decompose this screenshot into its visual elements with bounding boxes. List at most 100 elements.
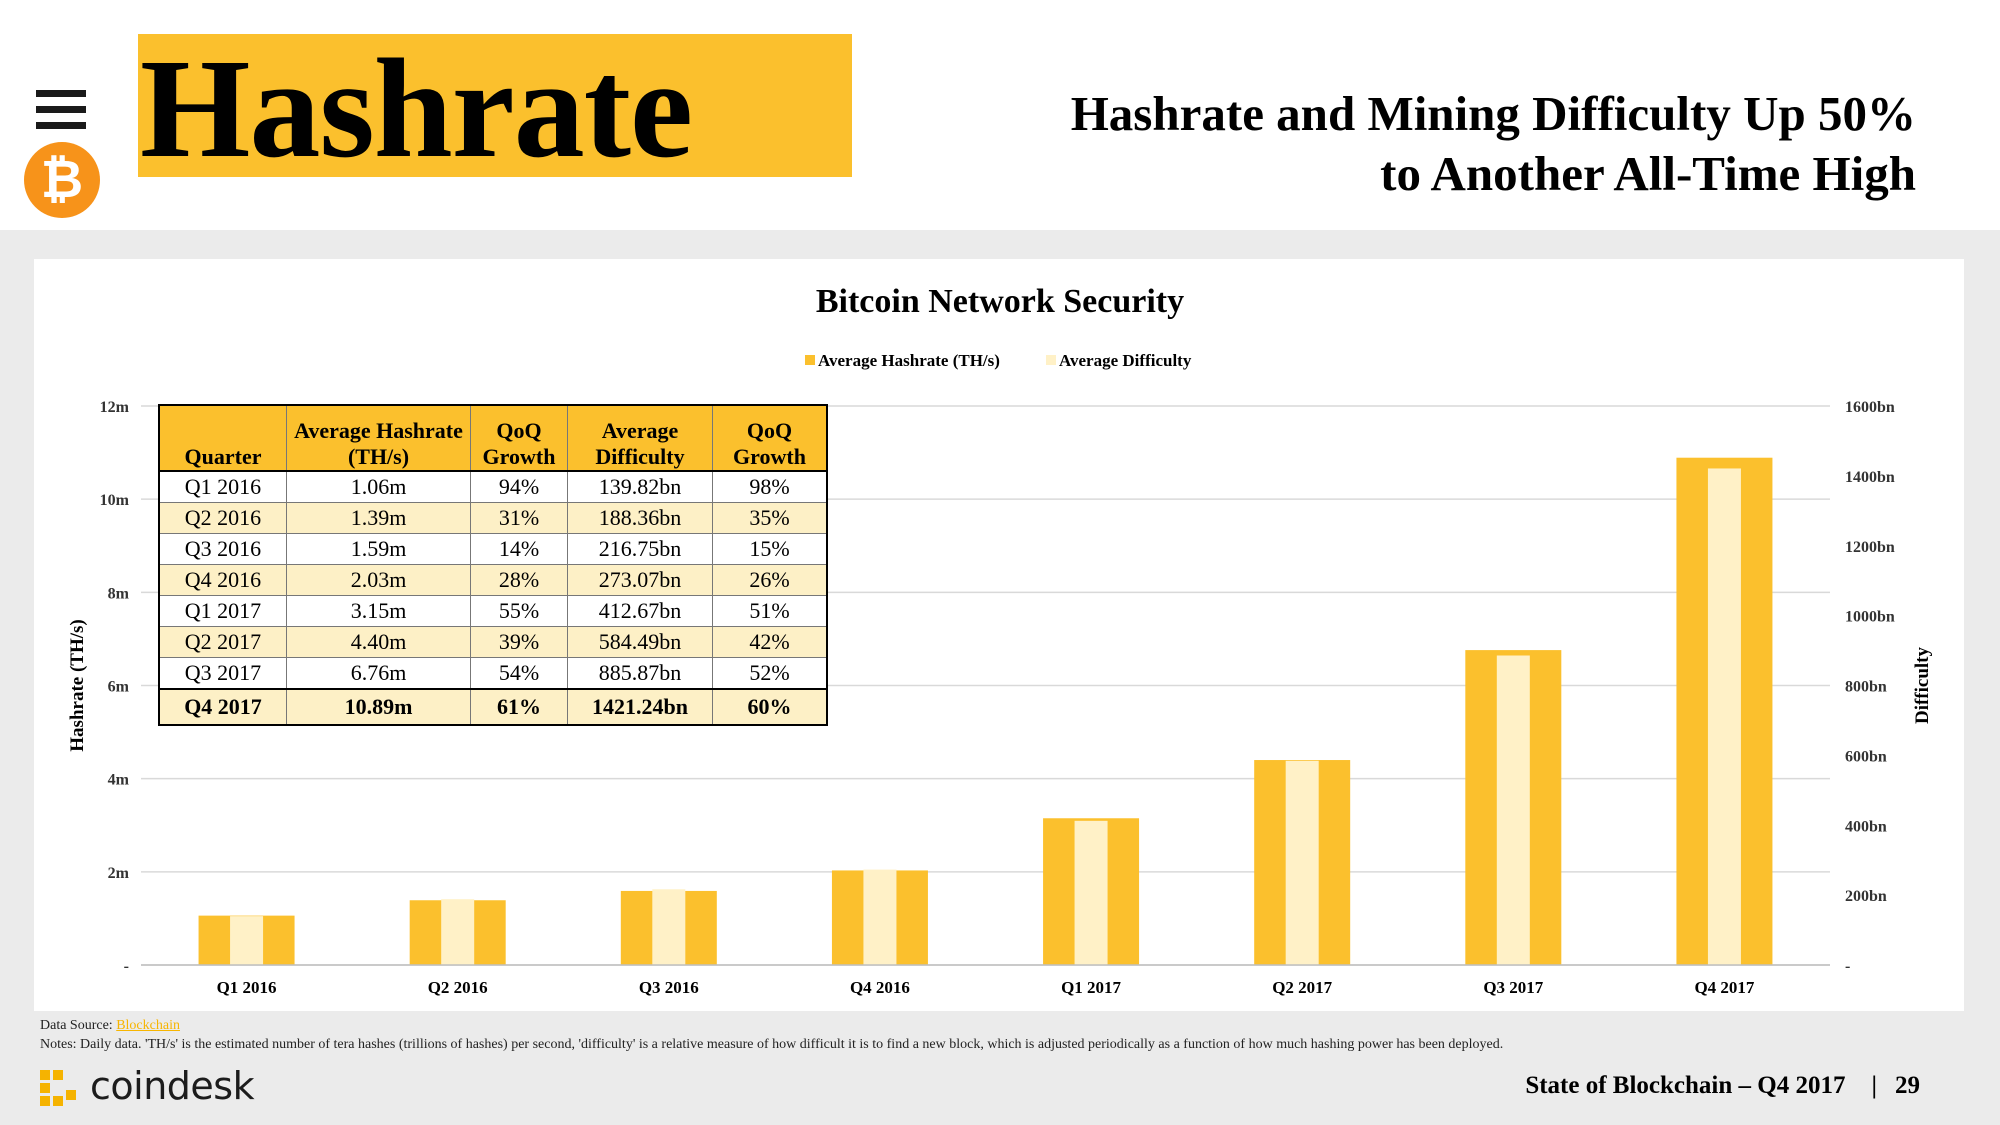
- table-cell: 61%: [470, 688, 568, 726]
- table-cell: 1.59m: [286, 533, 471, 565]
- table-cell: 1.06m: [286, 470, 471, 503]
- y-tick-label: 6m: [108, 679, 130, 696]
- table-cell: Q4 2017: [158, 688, 287, 726]
- table-header-cell: Quarter: [158, 404, 287, 472]
- bar-difficulty: [441, 899, 475, 965]
- source-label: Data Source:: [40, 1018, 117, 1033]
- subtitle-line-1: Hashrate and Mining Difficulty Up 50%: [1070, 86, 1916, 141]
- table-cell: Q3 2016: [158, 533, 287, 565]
- table-cell: 885.87bn: [567, 657, 713, 690]
- data-source: Data Source: Blockchain: [40, 1018, 180, 1034]
- x-tick-label: Q4 2017: [1694, 978, 1754, 997]
- footer-separator: |: [1871, 1072, 1877, 1099]
- y2-tick-label: 800bn: [1845, 679, 1887, 696]
- y2-tick-label: 600bn: [1845, 748, 1887, 765]
- table-cell: 39%: [470, 626, 568, 658]
- x-tick-label: Q2 2017: [1272, 978, 1332, 997]
- table-row: Q4 2017 10.89m 61% 1421.24bn 60%: [158, 688, 828, 726]
- table-cell: 26%: [712, 564, 828, 596]
- x-tick-label: Q4 2016: [850, 978, 910, 997]
- bar-difficulty: [652, 889, 686, 965]
- page-title-box: Hashrate: [138, 29, 852, 187]
- table-cell: 4.40m: [286, 626, 471, 658]
- table-cell: Q1 2016: [158, 470, 287, 503]
- legend-label: Average Hashrate (TH/s): [818, 351, 1000, 370]
- table-row: Q3 2016 1.59m 14% 216.75bn 15%: [158, 533, 828, 565]
- table-header-row: Quarter Average Hashrate (TH/s) QoQ Growth Av…: [158, 404, 828, 472]
- x-tick-label: Q2 2016: [428, 978, 488, 997]
- table-cell: 2.03m: [286, 564, 471, 596]
- slide-header: ₿ Hashrate Hashrate and Mining Difficult…: [0, 0, 2000, 230]
- table-cell: 15%: [712, 533, 828, 565]
- source-link[interactable]: Blockchain: [116, 1018, 180, 1033]
- table-cell: 51%: [712, 595, 828, 627]
- y2-tick-label: 200bn: [1845, 888, 1887, 905]
- legend-swatch: [1046, 355, 1056, 365]
- page-subtitle: Hashrate and Mining Difficulty Up 50% to…: [916, 84, 1916, 204]
- chart-title: Bitcoin Network Security: [816, 283, 1184, 320]
- table-cell: 216.75bn: [567, 533, 713, 565]
- y2-tick-label: 400bn: [1845, 818, 1887, 835]
- table-row: Q1 2017 3.15m 55% 412.67bn 51%: [158, 595, 828, 627]
- summary-table: Quarter Average Hashrate (TH/s) QoQ Growth Av…: [158, 404, 828, 726]
- table-cell: 273.07bn: [567, 564, 713, 596]
- table-body: Q1 2016 1.06m 94% 139.82bn 98% Q2 2016 1.39m 31…: [158, 470, 828, 726]
- table-cell: 14%: [470, 533, 568, 565]
- table-cell: 28%: [470, 564, 568, 596]
- footer-report: State of Blockchain – Q4 2017 | 29: [1525, 1072, 1920, 1100]
- y2-tick-label: 1000bn: [1845, 609, 1895, 626]
- table-row: Q4 2016 2.03m 28% 273.07bn 26%: [158, 564, 828, 596]
- table-cell: 1421.24bn: [567, 688, 713, 726]
- coindesk-logo-icon: [40, 1070, 76, 1106]
- table-header-cell: Average Hashrate (TH/s): [286, 404, 471, 472]
- y-tick-label: 10m: [100, 492, 130, 509]
- y-tick-label: 4m: [108, 772, 130, 789]
- table-row: Q2 2017 4.40m 39% 584.49bn 42%: [158, 626, 828, 658]
- table-cell: 412.67bn: [567, 595, 713, 627]
- x-tick-label: Q1 2017: [1061, 978, 1121, 997]
- table-cell: 10.89m: [286, 688, 471, 726]
- page-title: Hashrate: [140, 29, 693, 187]
- y2-tick-label: 1400bn: [1845, 469, 1895, 486]
- table-cell: Q2 2016: [158, 502, 287, 534]
- x-tick-label: Q3 2016: [639, 978, 699, 997]
- y2-axis-title: Difficulty: [1912, 646, 1933, 724]
- y-axis-title: Hashrate (TH/s): [67, 619, 88, 751]
- y2-tick-label: -: [1845, 958, 1850, 975]
- table-cell: 188.36bn: [567, 502, 713, 534]
- bar-difficulty: [1496, 655, 1530, 965]
- y-tick-label: -: [124, 958, 129, 975]
- table-cell: 52%: [712, 657, 828, 690]
- y-tick-label: 2m: [108, 865, 130, 882]
- table-cell: Q1 2017: [158, 595, 287, 627]
- report-title: State of Blockchain – Q4 2017: [1525, 1072, 1846, 1099]
- table-cell: 94%: [470, 470, 568, 503]
- y2-tick-label: 1200bn: [1845, 539, 1895, 556]
- table-cell: 35%: [712, 502, 828, 534]
- table-cell: 3.15m: [286, 595, 471, 627]
- table-header-cell: QoQ Growth: [712, 404, 828, 472]
- bitcoin-icon: ₿: [24, 142, 100, 218]
- table-row: Q3 2017 6.76m 54% 885.87bn 52%: [158, 657, 828, 690]
- y-tick-label: 8m: [108, 585, 130, 602]
- notes: Notes: Daily data. 'TH/s' is the estimat…: [40, 1037, 1504, 1052]
- legend-swatch: [805, 355, 815, 365]
- menu-icon[interactable]: [36, 90, 86, 130]
- table-cell: 139.82bn: [567, 470, 713, 503]
- x-tick-label: Q3 2017: [1483, 978, 1543, 997]
- table-cell: Q2 2017: [158, 626, 287, 658]
- table-cell: 60%: [712, 688, 828, 726]
- coindesk-wordmark: coindesk: [90, 1064, 255, 1108]
- bar-difficulty: [230, 916, 264, 965]
- bar-difficulty: [1707, 468, 1741, 965]
- table-cell: Q3 2017: [158, 657, 287, 690]
- bar-difficulty: [1074, 820, 1108, 965]
- page-number: 29: [1895, 1072, 1920, 1099]
- table-header-cell: Average Difficulty: [567, 404, 713, 472]
- table-cell: 54%: [470, 657, 568, 690]
- y2-tick-label: 1600bn: [1845, 399, 1895, 416]
- table-header-cell: QoQ Growth: [470, 404, 568, 472]
- table-cell: 55%: [470, 595, 568, 627]
- table-cell: 584.49bn: [567, 626, 713, 658]
